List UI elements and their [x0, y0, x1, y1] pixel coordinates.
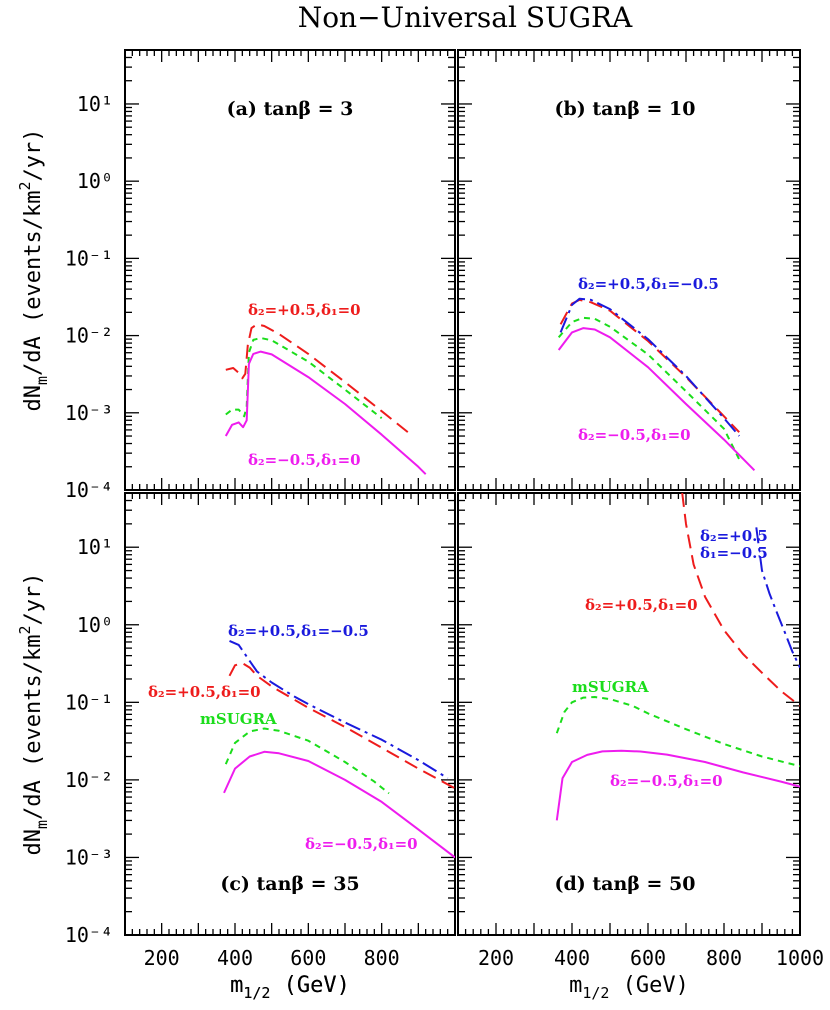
panel-title: (c) tanβ = 35 [220, 873, 359, 895]
y-tick-label: 10¹ [77, 535, 113, 559]
y-tick-label: 10⁰ [77, 169, 113, 193]
x-tick-label: 800 [364, 946, 400, 970]
series-magenta-solid [223, 750, 455, 859]
series-blue-dash-dot [755, 527, 800, 669]
series-annotation: δ₂=+0.5,δ₁=0 [248, 301, 361, 319]
series-green-short-dash [224, 727, 390, 795]
y-tick-label: 10⁻³ [65, 845, 113, 869]
x-tick-label: 400 [554, 946, 590, 970]
series-annotation: δ₂=−0.5,δ₁=0 [305, 835, 418, 853]
series-annotation: δ₂=−0.5,δ₁=0 [578, 426, 691, 444]
series-green-short-dash [555, 696, 800, 768]
x-axis-label: m1/2 (GeV) [569, 973, 689, 1002]
series-annotation: δ₂=−0.5,δ₁=0 [610, 772, 723, 790]
series-annotation: δ₂=+0.5 [700, 527, 768, 545]
series-annotation: δ₂=+0.5,δ₁=0 [148, 683, 261, 701]
y-tick-label: 10⁰ [77, 613, 113, 637]
panel-b: (b) tanβ = 10 δ₂=+0.5,δ₁=−0.5 δ₂=−0.5,δ₁=0 [457, 49, 801, 491]
series-magenta-solid [557, 327, 756, 472]
series-annotation: mSUGRA [200, 710, 277, 728]
series-red-long-dash [681, 493, 800, 707]
x-axis-label: m1/2 (GeV) [230, 973, 350, 1002]
y-tick-label: 10⁻⁴ [65, 923, 113, 947]
panel-c: 200 400 600 800 10⁻⁴ 10⁻³ 10⁻² 10⁻¹ 10⁰ 10¹ (c) ta… [65, 492, 456, 970]
series-red-long-dash [228, 662, 455, 790]
panel-a: 10⁻⁴ 10⁻³ 10⁻² 10⁻¹ 10⁰ 10¹ (a) tanβ = 3 δ₂=+0.… [65, 49, 456, 502]
panel-d: 200 400 600 800 1000 (d) tanβ = 50 δ₂=+0.5δ₁=−… [457, 492, 824, 970]
series-annotation: δ₂=+0.5,δ₁=−0.5 [228, 622, 369, 640]
axis-labels: dNm/dA (events/km2/yr) m1/2 (GeV) dNm/dA (… [16, 129, 689, 1002]
series-magenta-solid [555, 749, 800, 821]
y-tick-label: 10⁻² [65, 768, 113, 792]
series-magenta-solid [224, 350, 427, 475]
series-red-long-dash [559, 298, 740, 433]
x-tick-label: 800 [706, 946, 742, 970]
series-red-long-dash [225, 323, 412, 436]
panel-title: (a) tanβ = 3 [227, 98, 354, 120]
series-green-short-dash [557, 316, 741, 460]
x-tick-label: 200 [478, 946, 514, 970]
panel-title: (d) tanβ = 50 [555, 873, 696, 895]
y-tick-label: 10⁻¹ [65, 246, 113, 270]
series-annotation: δ₁=−0.5 [700, 544, 768, 562]
x-axis-label: m1/2 (GeV) [230, 973, 350, 1002]
y-axis-label: dNm/dA (events/km2/yr) [16, 129, 51, 412]
series-annotation: δ₂=+0.5,δ₁=−0.5 [578, 275, 719, 293]
series-annotation: mSUGRA [572, 678, 649, 696]
y-tick-label: 10⁻⁴ [65, 478, 113, 502]
x-tick-label: 400 [217, 946, 253, 970]
x-tick-label: 1000 [776, 946, 824, 970]
x-tick-label: 200 [144, 946, 180, 970]
figure-title: Non−Universal SUGRA [298, 1, 633, 34]
series-blue-dash-dot [559, 297, 740, 437]
panels: 10⁻⁴ 10⁻³ 10⁻² 10⁻¹ 10⁰ 10¹ (a) tanβ = 3 δ₂=+0.… [65, 49, 824, 970]
series-annotation: δ₂=+0.5,δ₁=0 [585, 596, 698, 614]
panel-title: (b) tanβ = 10 [555, 98, 696, 120]
panel-frame [124, 492, 456, 936]
y-tick-label: 10⁻³ [65, 401, 113, 425]
series-annotation: δ₂=−0.5,δ₁=0 [248, 451, 361, 469]
y-tick-label: 10¹ [77, 92, 113, 116]
y-tick-label: 10⁻¹ [65, 690, 113, 714]
y-axis-label: dNm/dA (events/km2/yr) [16, 573, 51, 856]
y-tick-label: 10⁻² [65, 324, 113, 348]
x-tick-label: 600 [630, 946, 666, 970]
x-tick-label: 600 [290, 946, 326, 970]
series-green-short-dash [225, 337, 383, 419]
